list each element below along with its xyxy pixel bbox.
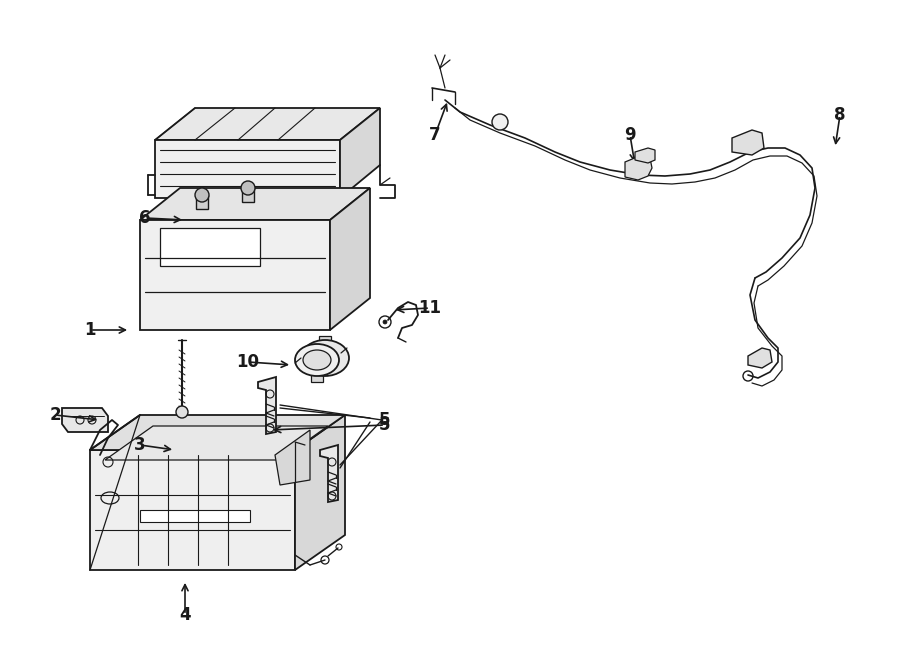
- Polygon shape: [140, 220, 330, 330]
- Polygon shape: [295, 415, 345, 570]
- Polygon shape: [140, 188, 370, 220]
- Text: 11: 11: [418, 299, 442, 317]
- Text: 7: 7: [429, 126, 441, 144]
- Polygon shape: [320, 445, 338, 502]
- Polygon shape: [155, 140, 340, 198]
- Polygon shape: [155, 108, 380, 140]
- Text: 9: 9: [625, 126, 635, 144]
- Circle shape: [492, 114, 508, 130]
- Bar: [319, 336, 331, 346]
- Text: 4: 4: [179, 606, 191, 624]
- Ellipse shape: [303, 350, 331, 370]
- Polygon shape: [105, 426, 328, 460]
- Circle shape: [241, 181, 255, 195]
- Polygon shape: [340, 108, 380, 198]
- Circle shape: [176, 406, 188, 418]
- Text: 10: 10: [237, 353, 259, 371]
- Polygon shape: [90, 415, 345, 450]
- Text: 5: 5: [379, 416, 391, 434]
- Bar: [311, 372, 323, 382]
- Ellipse shape: [295, 344, 339, 376]
- Polygon shape: [330, 188, 370, 330]
- Bar: [140, 510, 250, 522]
- Text: 2: 2: [50, 406, 61, 424]
- Text: 3: 3: [134, 436, 146, 454]
- Circle shape: [195, 188, 209, 202]
- Bar: [160, 228, 260, 266]
- Polygon shape: [90, 450, 295, 570]
- Polygon shape: [275, 430, 310, 485]
- Polygon shape: [748, 348, 772, 368]
- Text: 8: 8: [834, 106, 846, 124]
- Circle shape: [383, 320, 387, 324]
- Ellipse shape: [301, 340, 349, 376]
- Text: 5: 5: [379, 411, 391, 429]
- Bar: [242, 188, 254, 202]
- Text: 1: 1: [85, 321, 95, 339]
- Bar: [196, 195, 208, 209]
- Polygon shape: [62, 408, 108, 432]
- Polygon shape: [258, 377, 276, 434]
- Text: 6: 6: [140, 209, 151, 227]
- Polygon shape: [625, 155, 652, 180]
- Polygon shape: [732, 130, 764, 155]
- Polygon shape: [635, 148, 655, 163]
